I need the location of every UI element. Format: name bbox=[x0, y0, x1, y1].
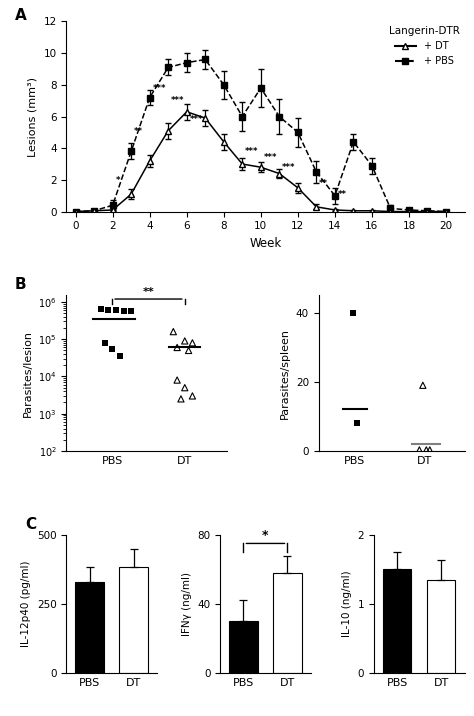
Text: ***: *** bbox=[245, 147, 259, 156]
Y-axis label: Parasites/lesion: Parasites/lesion bbox=[23, 329, 33, 417]
Text: B: B bbox=[15, 277, 27, 292]
Bar bbox=[427, 580, 456, 673]
Text: **: ** bbox=[143, 287, 155, 296]
Point bbox=[422, 444, 430, 455]
Point bbox=[189, 390, 196, 402]
Point bbox=[170, 326, 177, 337]
Point bbox=[112, 304, 120, 316]
Point bbox=[109, 343, 116, 354]
Y-axis label: IL-12p40 (pg/ml): IL-12p40 (pg/ml) bbox=[21, 561, 31, 647]
Y-axis label: IFNγ (ng/ml): IFNγ (ng/ml) bbox=[182, 572, 192, 636]
X-axis label: Week: Week bbox=[249, 237, 282, 250]
Point bbox=[416, 444, 423, 455]
Bar bbox=[119, 566, 148, 673]
Point bbox=[353, 417, 361, 429]
Text: ***: *** bbox=[282, 163, 296, 172]
Point bbox=[189, 337, 196, 349]
Point bbox=[105, 304, 112, 316]
Point bbox=[185, 344, 192, 356]
Y-axis label: Lesions (mm³): Lesions (mm³) bbox=[28, 77, 38, 157]
Text: ***: *** bbox=[153, 84, 166, 93]
Text: **: ** bbox=[337, 190, 346, 199]
Point bbox=[426, 444, 434, 455]
Bar bbox=[273, 573, 301, 673]
Point bbox=[181, 382, 189, 393]
Point bbox=[350, 307, 357, 319]
Point bbox=[177, 393, 185, 405]
Text: ***: *** bbox=[190, 115, 203, 125]
Y-axis label: Parasites/spleen: Parasites/spleen bbox=[280, 328, 290, 419]
Point bbox=[173, 374, 181, 386]
Text: *: * bbox=[262, 528, 269, 542]
Text: ***: *** bbox=[171, 97, 184, 105]
Point bbox=[116, 350, 124, 362]
Text: **: ** bbox=[134, 127, 143, 135]
Y-axis label: IL-10 (ng/ml): IL-10 (ng/ml) bbox=[342, 571, 352, 637]
Point bbox=[181, 335, 189, 347]
Point bbox=[419, 379, 427, 391]
Text: C: C bbox=[26, 517, 37, 532]
Text: **: ** bbox=[319, 179, 328, 188]
Point bbox=[173, 342, 181, 353]
Point bbox=[101, 337, 109, 349]
Point bbox=[120, 305, 128, 316]
Bar bbox=[229, 621, 257, 673]
Text: A: A bbox=[15, 8, 27, 23]
Text: *: * bbox=[116, 175, 120, 185]
Point bbox=[97, 303, 105, 314]
Bar bbox=[75, 582, 104, 673]
Text: ***: *** bbox=[264, 153, 277, 163]
Point bbox=[128, 306, 135, 317]
Legend: + DT, + PBS: + DT, + PBS bbox=[389, 26, 460, 66]
Bar bbox=[383, 569, 411, 673]
